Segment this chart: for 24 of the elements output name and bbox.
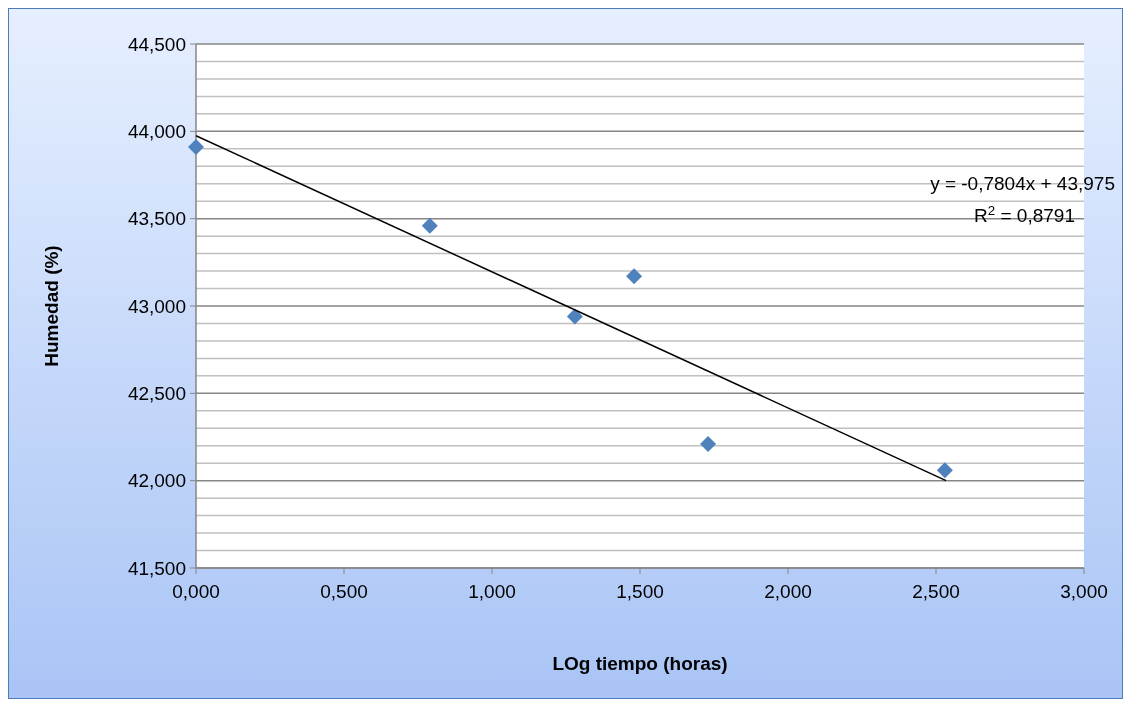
y-tick-label: 44,500 (127, 33, 186, 55)
point (936, 462, 953, 479)
y-axis-title: Humedad (%) (41, 245, 62, 367)
annotation: R$^{2}$ = 0,8791 (974, 202, 1075, 226)
point (566, 308, 583, 325)
x-tick-label: 3,000 (1060, 581, 1108, 602)
x-tick-label: 2,500 (912, 581, 960, 602)
point (421, 217, 438, 234)
point (700, 435, 717, 452)
x-tick-label: 1,000 (468, 581, 516, 602)
y-tick-label: 43,000 (127, 295, 186, 317)
y-tick-label: 41,500 (127, 557, 186, 579)
x-axis-title: LOg tiempo (horas) (552, 653, 728, 674)
y-tick-label: 42,500 (127, 382, 186, 404)
x-tick-label: 0,500 (320, 581, 368, 602)
x-tick-label: 0,000 (172, 581, 220, 602)
point (188, 139, 204, 156)
y-tick-label: 43,500 (127, 208, 186, 230)
point (626, 268, 643, 285)
annotation: y = -0,7804x + 43,975 (930, 173, 1115, 194)
x-tick-label: 1,500 (616, 581, 664, 602)
y-tick-label: 42,000 (127, 470, 186, 492)
x-tick-label: 2,000 (764, 581, 812, 602)
y-tick-label: 44,000 (127, 120, 186, 142)
